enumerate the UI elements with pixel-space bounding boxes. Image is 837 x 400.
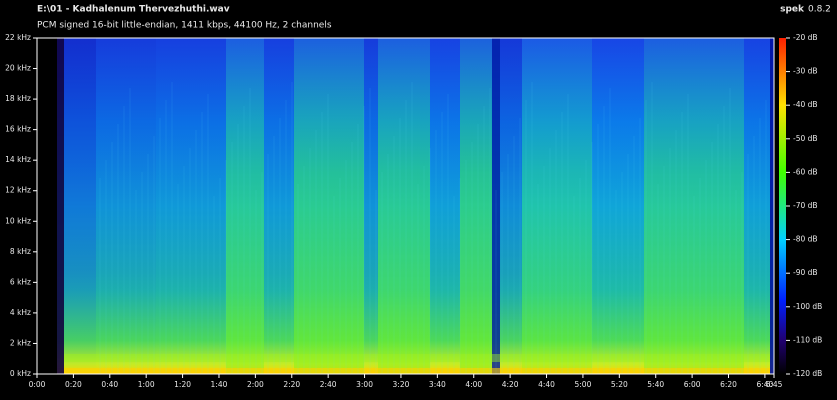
x-tick-label: 6:40 [756, 380, 773, 389]
y-tick-label: 10 kHz [5, 216, 31, 225]
x-tick-label: 6:20 [720, 380, 737, 389]
spectrum-texture [500, 38, 522, 374]
y-tick-label: 14 kHz [5, 155, 31, 164]
x-tick-label: 6:45 [766, 380, 783, 389]
y-tick-label: 20 kHz [5, 64, 31, 73]
y-tick-label: 8 kHz [10, 247, 31, 256]
color-tick-label: -100 dB [793, 302, 822, 311]
x-tick-label: 5:00 [575, 380, 592, 389]
x-tick-label: 4:00 [465, 380, 482, 389]
spectrum-texture [64, 38, 96, 374]
spectrum-texture [770, 38, 774, 374]
x-tick-label: 3:00 [356, 380, 373, 389]
spectrum-texture [522, 38, 592, 374]
y-tick-label: 18 kHz [5, 94, 31, 103]
spectrum-texture [644, 38, 744, 374]
low-band [64, 354, 770, 362]
x-tick-label: 2:00 [247, 380, 264, 389]
x-tick-label: 2:20 [283, 380, 300, 389]
spectrum-texture [378, 38, 430, 374]
color-tick-label: -50 dB [793, 134, 818, 143]
color-tick-label: -60 dB [793, 167, 818, 176]
x-tick-label: 3:40 [429, 380, 446, 389]
y-tick-label: 4 kHz [10, 308, 31, 317]
x-tick-label: 1:00 [138, 380, 155, 389]
y-tick-label: 16 kHz [5, 125, 31, 134]
x-tick-label: 0:40 [101, 380, 118, 389]
color-tick-label: -120 dB [793, 369, 822, 378]
x-tick-label: 4:40 [538, 380, 555, 389]
spectrum-texture [156, 38, 226, 374]
y-tick-label: 2 kHz [10, 338, 31, 347]
x-tick-label: 5:20 [611, 380, 628, 389]
spectrum-texture [96, 38, 156, 374]
color-tick-label: -80 dB [793, 235, 818, 244]
spectrum-texture [364, 38, 378, 374]
x-tick-label: 6:00 [684, 380, 701, 389]
color-tick-label: -20 dB [793, 33, 818, 42]
x-tick-label: 2:40 [320, 380, 337, 389]
spectrum-texture [430, 38, 460, 374]
x-tick-label: 3:20 [393, 380, 410, 389]
color-tick-label: -110 dB [793, 335, 822, 344]
file-info: PCM signed 16-bit little-endian, 1411 kb… [37, 21, 332, 31]
x-tick-label: 0:20 [65, 380, 82, 389]
spectrum-texture [492, 38, 500, 374]
x-tick-label: 5:40 [647, 380, 664, 389]
spectrum-texture [460, 38, 492, 374]
spectrum-texture [37, 38, 57, 374]
color-tick-label: -40 dB [793, 100, 818, 109]
color-tick-label: -70 dB [793, 201, 818, 210]
x-tick-label: 1:40 [211, 380, 228, 389]
low-band [64, 368, 770, 374]
y-tick-label: 12 kHz [5, 186, 31, 195]
spectrum-texture [744, 38, 770, 374]
spectrum-texture [294, 38, 364, 374]
spectrum-texture [226, 38, 264, 374]
spectrum-texture [57, 38, 64, 374]
spectrum-texture [264, 38, 294, 374]
color-tick-label: -90 dB [793, 268, 818, 277]
spectrogram [37, 38, 774, 374]
x-tick-label: 4:20 [502, 380, 519, 389]
x-tick-label: 1:20 [174, 380, 191, 389]
app-version: 0.8.2 [808, 5, 831, 15]
y-tick-label: 6 kHz [10, 277, 31, 286]
y-tick-label: 0 kHz [10, 369, 31, 378]
x-tick-label: 0:00 [29, 380, 46, 389]
file-title: E:\01 - Kadhalenum Thervezhuthi.wav [37, 5, 230, 15]
color-tick-label: -30 dB [793, 67, 818, 76]
color-bar [779, 38, 786, 374]
plot-frame [36, 37, 775, 375]
spectrum-texture [592, 38, 644, 374]
app-name: spek [780, 5, 805, 15]
y-tick-label: 22 kHz [5, 33, 31, 42]
